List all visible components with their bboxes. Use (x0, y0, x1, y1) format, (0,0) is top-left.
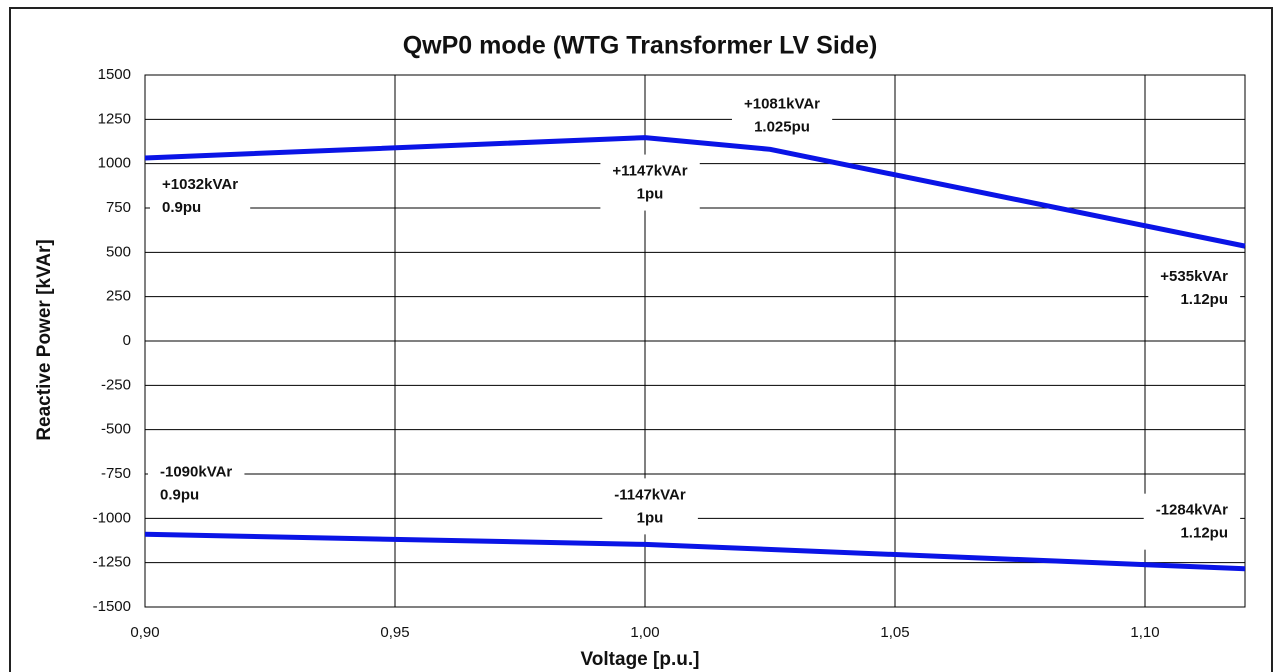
y-tick-label: 250 (106, 288, 131, 305)
y-tick-label: -1500 (93, 598, 131, 615)
line (144, 135, 1246, 249)
x-axis-label: Voltage [p.u.] (581, 649, 700, 670)
y-tick-label: 0 (123, 332, 131, 349)
data-label: +1147kVAr (612, 163, 687, 180)
x-tick-label: 1,00 (630, 624, 659, 641)
y-tick-label: 1250 (98, 110, 131, 127)
y-tick-label: -1000 (93, 509, 131, 526)
data-label: 1pu (637, 186, 664, 203)
label-background (148, 455, 245, 512)
data-label: 1.12pu (1180, 525, 1228, 542)
x-tick-label: 0,90 (130, 624, 159, 641)
label-background (600, 154, 700, 211)
data-label: -1147kVAr (614, 486, 686, 503)
data-label: 0.9pu (162, 199, 201, 216)
data-label: 0.9pu (160, 486, 199, 503)
data-label: +535kVAr (1160, 268, 1228, 285)
y-tick-label: -250 (101, 376, 131, 393)
label-background (150, 167, 251, 224)
x-tick-label: 1,10 (1130, 624, 1159, 641)
data-label: 1.12pu (1180, 291, 1228, 308)
data-label: 1.025pu (754, 118, 810, 135)
line (144, 531, 1246, 572)
data-label: -1090kVAr (160, 463, 232, 480)
data-label: 1pu (637, 509, 664, 526)
label-background (1148, 260, 1241, 317)
chart-title: QwP0 mode (WTG Transformer LV Side) (403, 32, 878, 60)
label-background (1143, 493, 1241, 550)
x-tick-label: 0,95 (380, 624, 409, 641)
label-background (602, 478, 698, 535)
y-tick-label: -500 (101, 421, 131, 438)
y-tick-label: -1250 (93, 554, 131, 571)
data-label: +1032kVAr (162, 176, 238, 193)
x-tick-label: 1,05 (880, 624, 909, 641)
y-tick-label: 1500 (98, 66, 131, 83)
y-axis-label: Reactive Power [kVAr] (34, 239, 55, 440)
data-label: -1284kVAr (1156, 502, 1228, 519)
y-tick-label: 1000 (98, 155, 131, 172)
y-tick-label: 750 (106, 199, 131, 216)
data-label: +1081kVAr (744, 95, 820, 112)
y-tick-label: 500 (106, 243, 131, 260)
label-background (731, 87, 833, 144)
y-tick-label: -750 (101, 465, 131, 482)
